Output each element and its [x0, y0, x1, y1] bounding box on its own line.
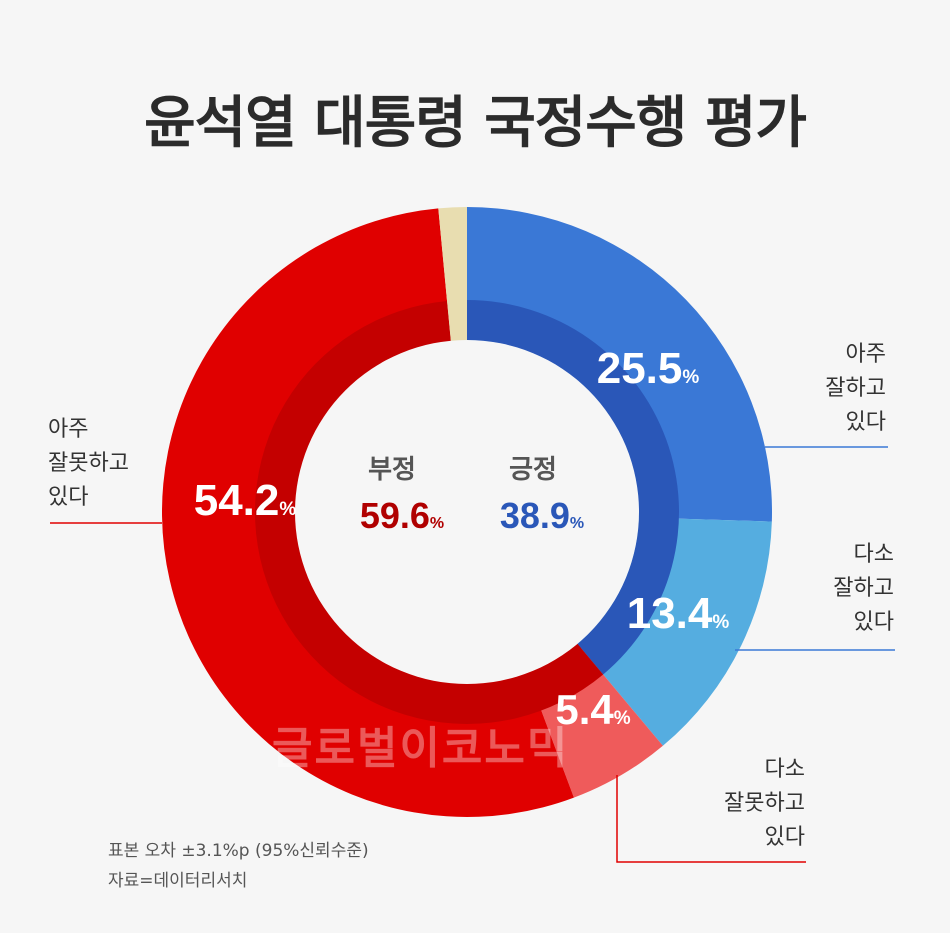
center-negative-value: 59.6% [360, 495, 444, 536]
center-positive-label: 긍정 [509, 455, 557, 485]
watermark: 글로벌이코노믹 [272, 723, 570, 774]
outer-ring-slice-3 [161, 208, 574, 817]
inner-band-slice-1 [255, 300, 604, 724]
footer-source: 자료=데이터리서치 [108, 871, 248, 891]
donut-hole [295, 340, 639, 684]
inner-ring [255, 300, 679, 724]
label-very-good: 아주 잘하고 있다 [825, 342, 886, 435]
inner-band-slice-2 [447, 300, 467, 341]
value-label-very-good: 25.5% [597, 344, 700, 393]
label-very-bad: 아주 잘못하고 있다 [48, 417, 129, 510]
center-positive-value: 38.9% [500, 495, 584, 536]
inner-band-slice-0 [467, 300, 679, 675]
label-somewhat-good: 다소 잘하고 있다 [833, 542, 894, 635]
leader-line-somewhat-bad [616, 775, 806, 863]
center-negative-label: 부정 [368, 455, 416, 485]
outer-ring-slice-0 [467, 207, 772, 522]
value-label-somewhat-good: 13.4% [627, 589, 730, 638]
outer-ring-slice-1 [576, 517, 772, 746]
label-somewhat-bad: 다소 잘못하고 있다 [724, 757, 805, 850]
chart-title: 윤석열 대통령 국정수행 평가 [144, 91, 807, 156]
value-label-very-bad: 54.2% [194, 476, 297, 525]
value-label-somewhat-bad: 5.4% [555, 686, 630, 733]
footer-margin: 표본 오차 ±3.1%p (95%신뢰수준) [108, 841, 369, 861]
